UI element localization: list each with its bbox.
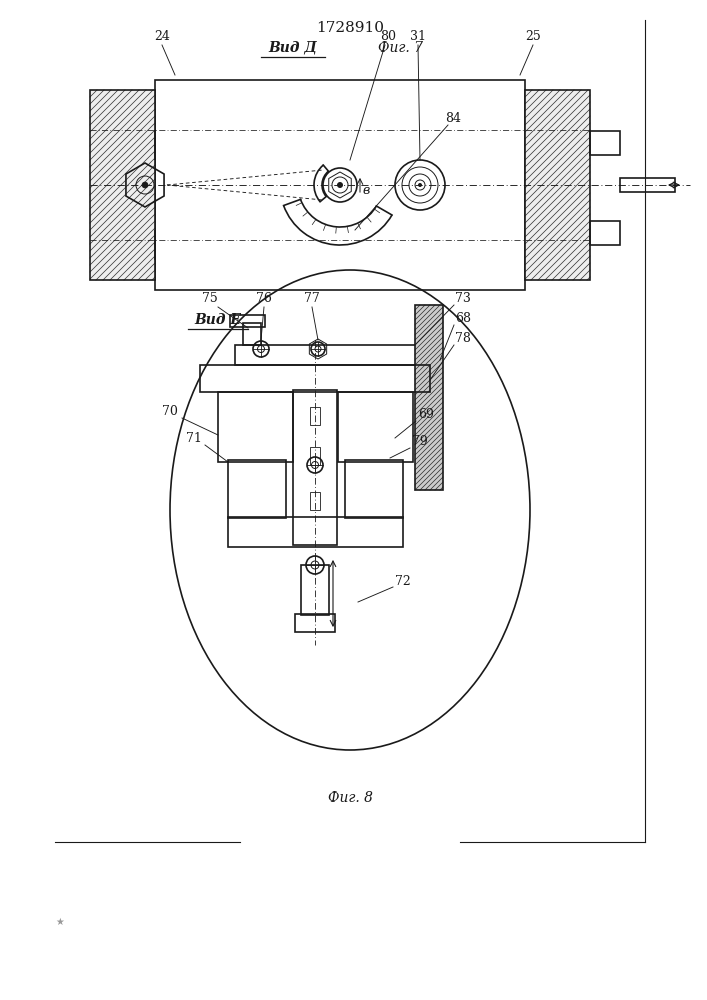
Bar bbox=[590, 131, 620, 155]
Bar bbox=[235, 345, 435, 365]
Text: 71: 71 bbox=[186, 432, 202, 445]
Text: 31: 31 bbox=[410, 30, 426, 43]
Text: 76: 76 bbox=[256, 292, 272, 305]
Text: 80: 80 bbox=[380, 30, 396, 43]
Text: Фиг. 8: Фиг. 8 bbox=[327, 791, 373, 805]
Text: 78: 78 bbox=[455, 332, 471, 345]
Bar bbox=[345, 460, 403, 518]
Bar bbox=[228, 517, 403, 547]
Bar bbox=[243, 323, 261, 345]
Circle shape bbox=[418, 183, 422, 187]
Text: 70: 70 bbox=[162, 405, 178, 418]
Bar bbox=[200, 365, 430, 392]
Bar bbox=[310, 407, 320, 425]
Text: 84: 84 bbox=[445, 112, 461, 125]
Bar bbox=[295, 614, 335, 632]
Text: 77: 77 bbox=[304, 292, 320, 305]
Text: 75: 75 bbox=[202, 292, 218, 305]
Text: 79: 79 bbox=[412, 435, 428, 448]
Bar bbox=[301, 565, 329, 615]
Circle shape bbox=[337, 182, 343, 188]
Bar bbox=[590, 221, 620, 245]
Text: 69: 69 bbox=[418, 408, 434, 421]
Text: 72: 72 bbox=[395, 575, 411, 588]
Text: ★: ★ bbox=[56, 917, 64, 927]
Text: Вид Е: Вид Е bbox=[194, 313, 242, 327]
Bar bbox=[415, 305, 443, 490]
Bar bbox=[293, 390, 337, 545]
Bar bbox=[310, 492, 320, 510]
Bar bbox=[218, 392, 293, 462]
Bar bbox=[310, 447, 320, 465]
Bar bbox=[230, 315, 265, 327]
Text: в: в bbox=[362, 184, 369, 196]
Text: 73: 73 bbox=[455, 292, 471, 305]
Text: 68: 68 bbox=[455, 312, 471, 325]
Text: 24: 24 bbox=[154, 30, 170, 43]
Bar bbox=[338, 392, 413, 462]
Text: Фиг. 7: Фиг. 7 bbox=[378, 41, 423, 55]
Bar bbox=[228, 460, 286, 518]
Text: 25: 25 bbox=[525, 30, 541, 43]
Bar bbox=[90, 90, 155, 280]
Text: 1728910: 1728910 bbox=[316, 21, 384, 35]
Text: Вид Д: Вид Д bbox=[269, 41, 317, 55]
Bar bbox=[155, 80, 525, 290]
Bar bbox=[620, 178, 675, 192]
Bar bbox=[525, 90, 590, 280]
Circle shape bbox=[142, 182, 148, 188]
